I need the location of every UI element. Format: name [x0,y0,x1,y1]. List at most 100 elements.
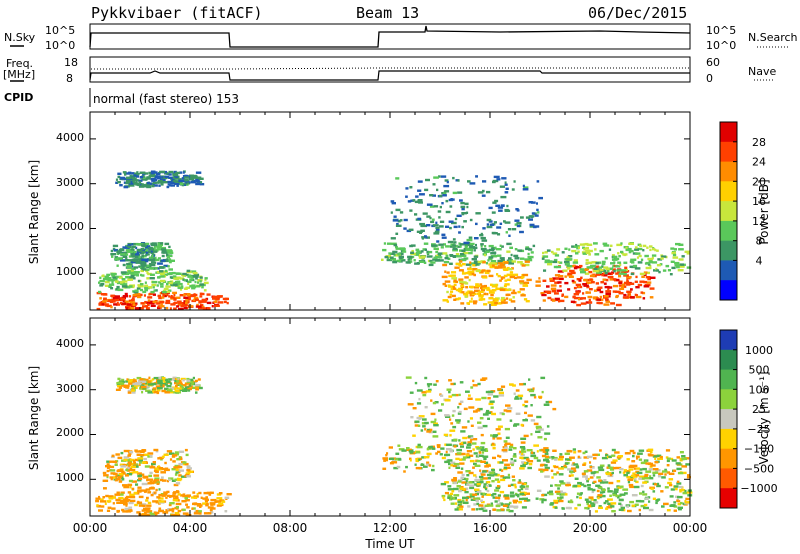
range-gate-cell [545,290,552,293]
range-gate-cell [639,492,643,495]
range-gate-cell [119,302,123,305]
range-gate-cell [476,483,481,486]
range-gate-cell [635,455,640,458]
range-gate-cell [448,466,451,469]
range-gate-cell [465,211,469,214]
range-gate-cell [560,482,566,485]
power-ylabel: Slant Range [km] [27,160,41,264]
range-gate-cell [489,474,495,477]
range-gate-cell [95,499,100,503]
range-gate-cell [127,181,131,184]
range-gate-cell [145,245,151,248]
range-gate-cell [588,298,591,302]
range-gate-cell [426,430,432,433]
range-gate-cell [157,267,160,270]
range-gate-cell [603,481,609,484]
range-gate-cell [615,272,620,275]
range-gate-cell [554,484,557,487]
range-gate-cell [681,457,687,461]
range-gate-cell [461,441,464,445]
range-gate-cell [138,185,145,188]
range-gate-cell [183,300,188,303]
range-gate-cell [521,448,525,451]
range-gate-cell [591,498,594,501]
range-gate-cell [133,250,137,254]
range-gate-cell [110,279,115,282]
range-gate-cell [147,391,154,394]
range-gate-cell [141,267,144,270]
range-gate-cell [554,465,559,469]
range-gate-cell [465,470,471,473]
range-gate-cell [678,508,682,511]
range-gate-cell [170,283,174,287]
range-gate-cell [448,379,452,382]
range-gate-cell [514,248,518,251]
range-gate-cell [113,249,118,252]
range-gate-cell [684,250,691,253]
range-gate-cell [191,507,194,510]
range-gate-cell [449,498,453,501]
range-gate-cell [514,219,520,222]
range-gate-cell [435,221,438,224]
range-gate-cell [655,501,658,505]
range-gate-cell [493,175,500,179]
range-gate-cell [626,475,632,479]
range-gate-cell [122,255,128,258]
range-gate-cell [117,288,124,292]
range-gate-cell [148,256,155,259]
range-gate-cell [648,468,655,471]
range-gate-cell [479,417,484,420]
range-gate-cell [550,502,555,505]
range-gate-cell [117,172,122,175]
range-gate-cell [635,480,639,484]
range-gate-cell [153,184,158,187]
range-gate-cell [139,176,143,179]
range-gate-cell [537,436,543,439]
range-gate-cell [493,473,498,476]
range-gate-cell [567,272,572,275]
range-gate-cell [659,263,663,266]
range-gate-cell [524,487,529,490]
range-gate-cell [405,465,408,469]
range-gate-cell [527,258,533,262]
range-gate-cell [458,393,461,397]
range-gate-cell [648,260,653,264]
range-gate-cell [447,494,452,497]
range-gate-cell [637,261,643,264]
range-gate-cell [118,480,123,483]
range-gate-cell [189,285,194,288]
range-gate-cell [128,295,132,298]
range-gate-cell [619,498,624,502]
range-gate-cell [129,451,134,454]
range-gate-cell [169,276,173,279]
range-gate-cell [444,280,451,283]
range-gate-cell [138,180,142,184]
range-gate-cell [382,248,387,252]
range-gate-cell [129,306,135,309]
range-gate-cell [452,238,456,241]
range-gate-cell [447,295,452,299]
range-gate-cell [461,441,467,445]
range-gate-cell [434,418,437,421]
range-gate-cell [422,418,427,421]
range-gate-cell [216,493,222,496]
range-gate-cell [137,271,140,274]
range-gate-cell [631,474,636,478]
range-gate-cell [605,267,610,270]
range-gate-cell [147,299,151,302]
range-gate-cell [127,270,131,273]
range-gate-cell [181,389,188,392]
range-gate-cell [612,459,618,462]
range-gate-cell [493,255,498,258]
range-gate-cell [449,226,452,230]
range-gate-cell [163,273,168,276]
range-gate-cell [136,260,140,263]
range-gate-cell [457,191,463,194]
range-gate-cell [130,254,135,257]
range-gate-cell [642,467,647,471]
range-gate-cell [135,261,142,264]
range-gate-cell [424,406,428,409]
range-gate-cell [492,437,496,440]
range-gate-cell [423,261,427,264]
